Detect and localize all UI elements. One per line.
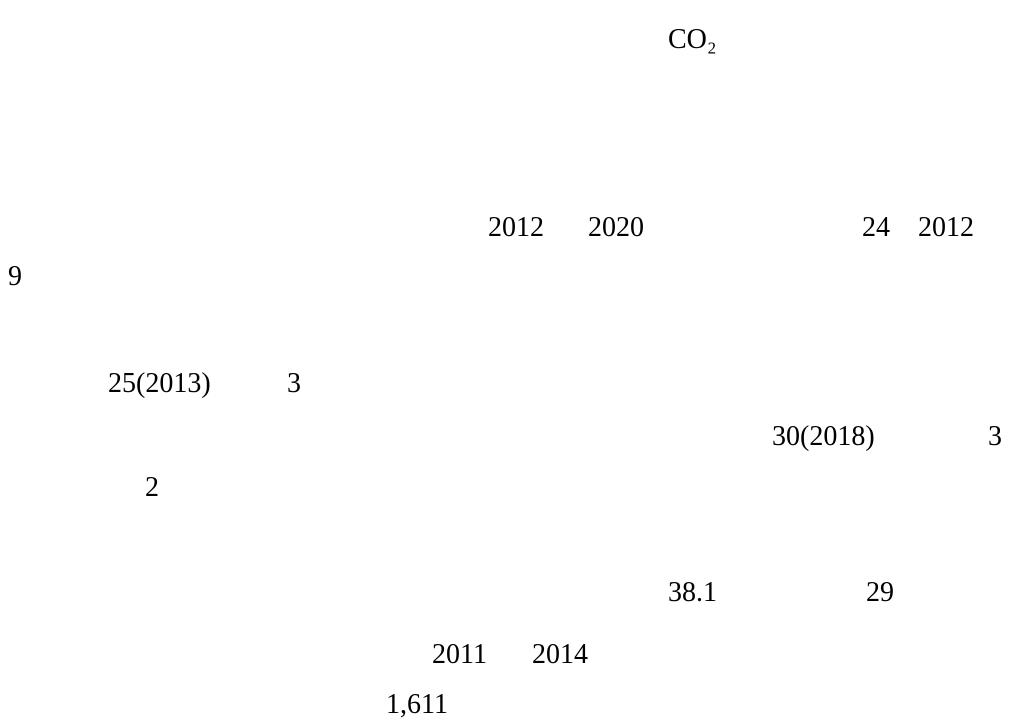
text-fragment: 2012 (488, 212, 544, 243)
text-fragment: 30(2018) (772, 421, 875, 452)
text-fragment: 3 (287, 368, 301, 399)
text-fragment: 2 (145, 472, 159, 503)
text-fragment: 38.1 (668, 577, 717, 608)
text-fragment: 2011 (432, 639, 487, 670)
text-fragment: 25(2013) (108, 368, 211, 399)
text-fragment: 1,611 (386, 689, 448, 720)
text-fragment: 9 (8, 261, 22, 292)
text-fragment: 24 (862, 212, 890, 243)
heading: CO₂ (668, 24, 717, 55)
text-fragment: 2012 (918, 212, 974, 243)
text-fragment: 29 (866, 577, 894, 608)
text-fragment: 3 (988, 421, 1002, 452)
text-fragment: 2014 (532, 639, 588, 670)
text-fragment: 2020 (588, 212, 644, 243)
